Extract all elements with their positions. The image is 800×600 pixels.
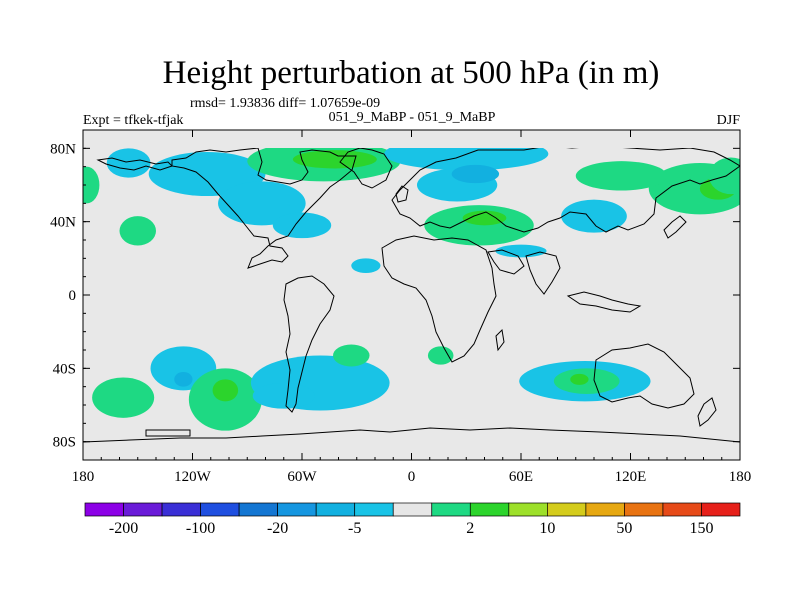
colorbar-swatch <box>547 502 587 517</box>
season-label: DJF <box>717 113 741 128</box>
y-tick-label: 80S <box>53 435 76 451</box>
positive-anomaly-15 <box>575 161 667 191</box>
colorbar-swatch <box>161 502 201 517</box>
colorbar-swatch <box>701 502 741 517</box>
negative-anomaly-6 <box>384 148 549 171</box>
colorbar-label: -200 <box>109 520 138 537</box>
coastline-indonesia <box>566 291 642 313</box>
negative-anomaly-1 <box>218 181 306 226</box>
coastline-britain <box>395 185 409 203</box>
coastline-alaska <box>96 157 173 171</box>
colorbar-label: 150 <box>689 520 713 537</box>
colorbar-swatch <box>200 502 240 517</box>
colorbar-label: 2 <box>466 520 474 537</box>
x-tick-label: 180 <box>729 469 752 485</box>
coastline-new-zealand <box>697 397 717 427</box>
colorbar-swatch <box>585 502 625 517</box>
x-tick-label: 120W <box>174 469 212 485</box>
coastline-greenland <box>339 148 393 189</box>
colorbar-label: 50 <box>616 520 632 537</box>
x-tick-label: 180 <box>72 469 95 485</box>
experiment-label: Expt = tfkek-tfjak <box>83 113 183 128</box>
colorbar-label: -100 <box>186 520 215 537</box>
colorbar-swatch <box>662 502 702 517</box>
coastline-australia <box>593 343 695 409</box>
negative-anomaly-0 <box>148 152 266 196</box>
colorbar-swatch <box>469 502 510 517</box>
positive-anomaly-18 <box>83 166 100 204</box>
colorbar-swatch <box>354 502 394 517</box>
negative-anomaly-11 <box>495 244 547 258</box>
colorbar-swatch <box>392 502 433 517</box>
comparison-text: 051_9_MaBP - 051_9_MaBP <box>329 110 496 125</box>
positive-anomaly-9 <box>424 205 534 246</box>
positive-anomaly-10 <box>462 210 507 226</box>
positive-anomaly-19 <box>119 216 156 246</box>
coastline-layer <box>83 148 740 443</box>
colorbar: -200 -100 -20 -5 2 10 50 150 <box>84 502 741 537</box>
colorbar-swatch <box>624 502 664 517</box>
positive-anomaly-28 <box>427 346 454 365</box>
x-tick-label: 0 <box>408 469 416 485</box>
colorbar-label: -20 <box>267 520 288 537</box>
positive-anomaly-24 <box>212 379 239 402</box>
coastline-eurasia <box>391 148 740 233</box>
colorbar-swatch <box>315 502 356 517</box>
latitude-axis: 80N 40N 0 40S 80S <box>50 141 740 451</box>
colorbar-swatch <box>238 502 278 517</box>
colorbar-label: 10 <box>539 520 555 537</box>
colorbar-swatch <box>84 502 124 517</box>
coastline-ross-shelf <box>145 429 191 437</box>
coastline-japan <box>663 215 687 239</box>
stats-text: rmsd= 1.93836 diff= 1.07659e-09 <box>190 96 380 111</box>
x-tick-label: 60E <box>509 469 533 485</box>
figure-title: Height perturbation at 500 hPa (in m) <box>163 55 660 91</box>
negative-anomaly-8 <box>451 164 500 184</box>
longitude-axis: 180 120W 60W 0 60E 120E 180 <box>72 130 752 485</box>
coastline-south-america <box>283 275 335 413</box>
negative-anomaly-2 <box>272 212 332 239</box>
colorbar-swatch <box>431 502 471 517</box>
colorbar-swatch <box>123 502 163 517</box>
colorbar-label: -5 <box>348 520 361 537</box>
coastline-india <box>525 251 561 295</box>
negative-anomaly-12 <box>351 258 381 273</box>
y-tick-label: 0 <box>69 288 77 304</box>
coastline-antarctica <box>83 427 740 443</box>
coastline-madagascar <box>495 328 505 352</box>
positive-anomaly-31 <box>570 373 589 385</box>
coastline-africa <box>381 235 497 363</box>
negative-anomaly-21 <box>174 372 193 387</box>
colorbar-swatch <box>508 502 548 517</box>
positive-anomaly-27 <box>333 344 370 367</box>
colorbar-swatch <box>277 502 317 517</box>
negative-anomaly-26 <box>252 383 315 409</box>
y-tick-label: 80N <box>50 141 76 157</box>
positive-anomaly-17 <box>708 157 740 195</box>
coastline-north-america <box>171 148 357 269</box>
negative-anomaly-13 <box>561 199 627 233</box>
positive-anomaly-5 <box>292 150 377 169</box>
y-tick-label: 40S <box>53 361 76 377</box>
x-tick-label: 120E <box>615 469 647 485</box>
negative-anomaly-3 <box>106 148 151 178</box>
positive-anomaly-22 <box>92 377 155 418</box>
coastline-arabia <box>487 249 525 275</box>
x-tick-label: 60W <box>287 469 317 485</box>
y-tick-label: 40N <box>50 215 76 231</box>
